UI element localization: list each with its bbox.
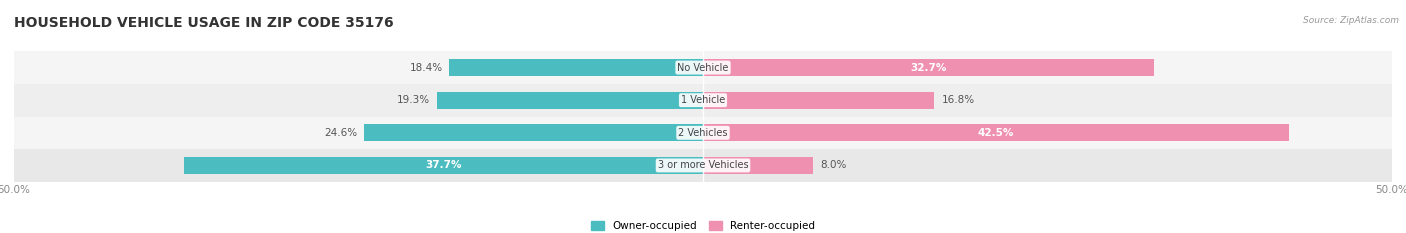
Bar [703,124,1289,141]
Text: 32.7%: 32.7% [910,63,946,72]
Bar [437,92,703,109]
Bar [14,51,1392,84]
Text: Source: ZipAtlas.com: Source: ZipAtlas.com [1303,16,1399,25]
Bar [364,124,703,141]
Text: 16.8%: 16.8% [942,95,974,105]
Text: 3 or more Vehicles: 3 or more Vehicles [658,161,748,170]
Bar [703,157,813,174]
Bar [703,92,935,109]
Text: 37.7%: 37.7% [425,161,461,170]
Bar [703,59,1153,76]
Text: 2 Vehicles: 2 Vehicles [678,128,728,138]
Text: No Vehicle: No Vehicle [678,63,728,72]
Text: HOUSEHOLD VEHICLE USAGE IN ZIP CODE 35176: HOUSEHOLD VEHICLE USAGE IN ZIP CODE 3517… [14,16,394,30]
Bar [184,157,703,174]
Text: 24.6%: 24.6% [323,128,357,138]
Text: 18.4%: 18.4% [409,63,443,72]
Bar [14,149,1392,182]
Bar [14,116,1392,149]
Bar [14,84,1392,116]
Legend: Owner-occupied, Renter-occupied: Owner-occupied, Renter-occupied [586,217,820,233]
Text: 19.3%: 19.3% [396,95,430,105]
Text: 8.0%: 8.0% [820,161,846,170]
Text: 1 Vehicle: 1 Vehicle [681,95,725,105]
Text: 42.5%: 42.5% [977,128,1014,138]
Bar [450,59,703,76]
